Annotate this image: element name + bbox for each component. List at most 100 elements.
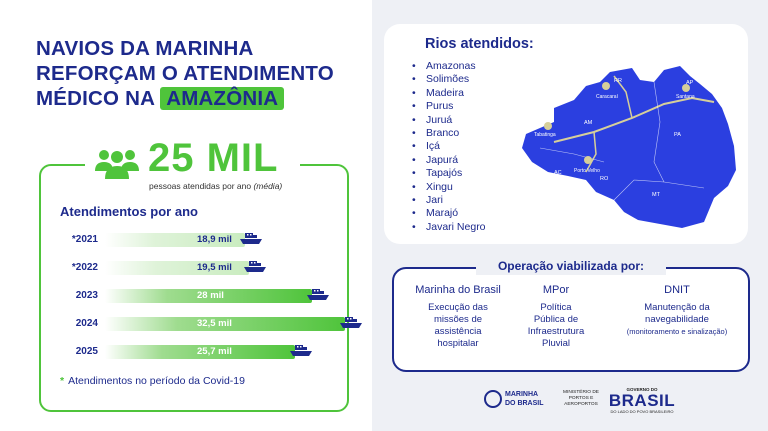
stats-header-mask — [85, 136, 300, 192]
map-label-ac: AC — [554, 170, 562, 176]
year-label: 2025 — [75, 346, 98, 357]
map-label-rr: RR — [614, 78, 622, 84]
river-item: • Branco — [412, 127, 486, 140]
river-name: Juruá — [426, 113, 453, 126]
river-name: Jari — [426, 193, 443, 206]
year-value: 25,7 mil — [197, 346, 232, 357]
rivers-title: Rios atendidos: — [425, 36, 534, 52]
operation-card — [392, 267, 750, 372]
map-label-ro: RO — [600, 176, 609, 182]
bullet-icon: • — [412, 220, 416, 233]
year-bar — [105, 261, 249, 275]
bullet-icon: • — [412, 180, 416, 193]
year-value: 18,9 mil — [197, 234, 232, 245]
year-label: *2021 — [71, 234, 98, 245]
river-name: Solimões — [426, 73, 470, 86]
bullet-icon: • — [412, 207, 416, 220]
footnote-star: * — [60, 375, 65, 387]
headline-highlight: AMAZÔNIA — [160, 87, 285, 110]
org-name: Marinha do Brasil — [415, 284, 501, 296]
year-row: *2021 18,9 mil — [48, 233, 348, 247]
anchor-icon — [484, 390, 502, 408]
river-item: • Purus — [412, 100, 486, 113]
river-item: • Marajó — [412, 207, 486, 220]
river-item: • Tapajós — [412, 167, 486, 180]
headline-line-1: NAVIOS DA MARINHA — [36, 37, 254, 60]
bullet-icon: • — [412, 60, 416, 72]
ship-icon — [244, 261, 266, 272]
river-item: • Xingu — [412, 181, 486, 194]
river-item: • Madeira — [412, 87, 486, 100]
logos-footer: MARINHA DO BRASIL MINISTÉRIO DE PORTOS E… — [484, 386, 694, 416]
map-city-tabatinga: Tabatinga — [534, 132, 556, 138]
amazon-map: RR AP AM PA AC RO MT Caracaraí Santana T… — [522, 66, 736, 228]
year-row: 2024 32,5 mil — [48, 317, 362, 331]
rivers-list: • Amazonas • Solimões • Madeira • Purus • Juruá • B… — [412, 60, 486, 234]
year-row: *2022 19,5 mil — [48, 261, 348, 275]
river-name: Xingu — [426, 180, 453, 193]
river-name: Içá — [426, 140, 441, 153]
year-bar — [105, 345, 295, 359]
bullet-icon: • — [412, 86, 416, 99]
map-city-santana: Santana — [676, 94, 695, 100]
logo-ministerio: MINISTÉRIO DE PORTOS E AEROPORTOS — [563, 390, 599, 407]
year-bar — [105, 233, 245, 247]
bullet-icon: • — [412, 113, 416, 126]
river-name: Amazonas — [426, 60, 476, 72]
river-item: • Amazonas — [412, 60, 486, 73]
org-desc: Manutenção da navegabilidade (monitorame… — [626, 302, 728, 336]
river-name: Marajó — [426, 207, 459, 220]
org-desc: Execução das missões de assistência hosp… — [428, 302, 488, 349]
headline-line-2: REFORÇAM O ATENDIMENTO — [36, 62, 334, 85]
total-attended-number: 25 MIL — [148, 136, 279, 180]
river-name: Javari Negro — [426, 220, 486, 233]
river-item: • Jari — [412, 194, 486, 207]
bullet-icon: • — [412, 73, 416, 86]
org-marinha: Marinha do Brasil Execução das missões d… — [398, 284, 518, 350]
bullet-icon: • — [412, 126, 416, 139]
people-icon — [95, 150, 139, 179]
year-value: 19,5 mil — [197, 262, 232, 273]
map-label-mt: MT — [652, 192, 661, 198]
river-item: • Juruá — [412, 114, 486, 127]
org-name: DNIT — [664, 284, 690, 296]
year-value: 32,5 mil — [197, 318, 232, 329]
footnote-text: Atendimentos no período da Covid-19 — [68, 375, 245, 387]
year-label: 2023 — [75, 290, 98, 301]
ship-icon — [307, 289, 329, 300]
bullet-icon: • — [412, 193, 416, 206]
bullet-icon: • — [412, 153, 416, 166]
map-label-am: AM — [584, 120, 593, 126]
river-item: • Içá — [412, 140, 486, 153]
river-item: • Japurá — [412, 154, 486, 167]
bullet-icon: • — [412, 140, 416, 153]
year-value: 28 mil — [197, 290, 224, 301]
year-bar — [105, 289, 312, 303]
year-bar — [105, 317, 345, 331]
map-label-ap: AP — [686, 80, 694, 86]
river-item: • Solimões — [412, 73, 486, 86]
map-city-porto-velho: Porto Velho — [574, 168, 600, 174]
map-city-markers — [544, 82, 690, 164]
org-dnit: DNIT Manutenção da navegabilidade (monit… — [612, 284, 742, 338]
headline-line-3-prefix: MÉDICO NA — [36, 87, 161, 110]
operation-title-mask — [476, 257, 666, 275]
map-region — [522, 66, 736, 228]
map-label-pa: PA — [674, 132, 681, 138]
river-item: • Javari Negro — [412, 221, 486, 234]
headline: NAVIOS DA MARINHA REFORÇAM O ATENDIMENTO… — [36, 36, 366, 111]
river-name: Purus — [426, 100, 454, 113]
bullet-icon: • — [412, 167, 416, 180]
operation-title: Operação viabilizada por: — [497, 259, 645, 273]
river-name: Branco — [426, 126, 460, 139]
stats-card — [39, 164, 349, 412]
org-name: MPor — [542, 284, 570, 296]
river-name: Madeira — [426, 86, 464, 99]
river-name: Japurá — [426, 153, 459, 166]
logo-governo: GOVERNO DO BRASIL DO LADO DO POVO BRASIL… — [608, 387, 676, 414]
logo-marinha: MARINHA DO BRASIL — [484, 386, 554, 416]
ship-icon — [340, 317, 362, 328]
bullet-icon: • — [412, 100, 416, 113]
year-row: 2023 28 mil — [48, 289, 348, 303]
yearly-section-title: Atendimentos por ano — [60, 204, 198, 219]
